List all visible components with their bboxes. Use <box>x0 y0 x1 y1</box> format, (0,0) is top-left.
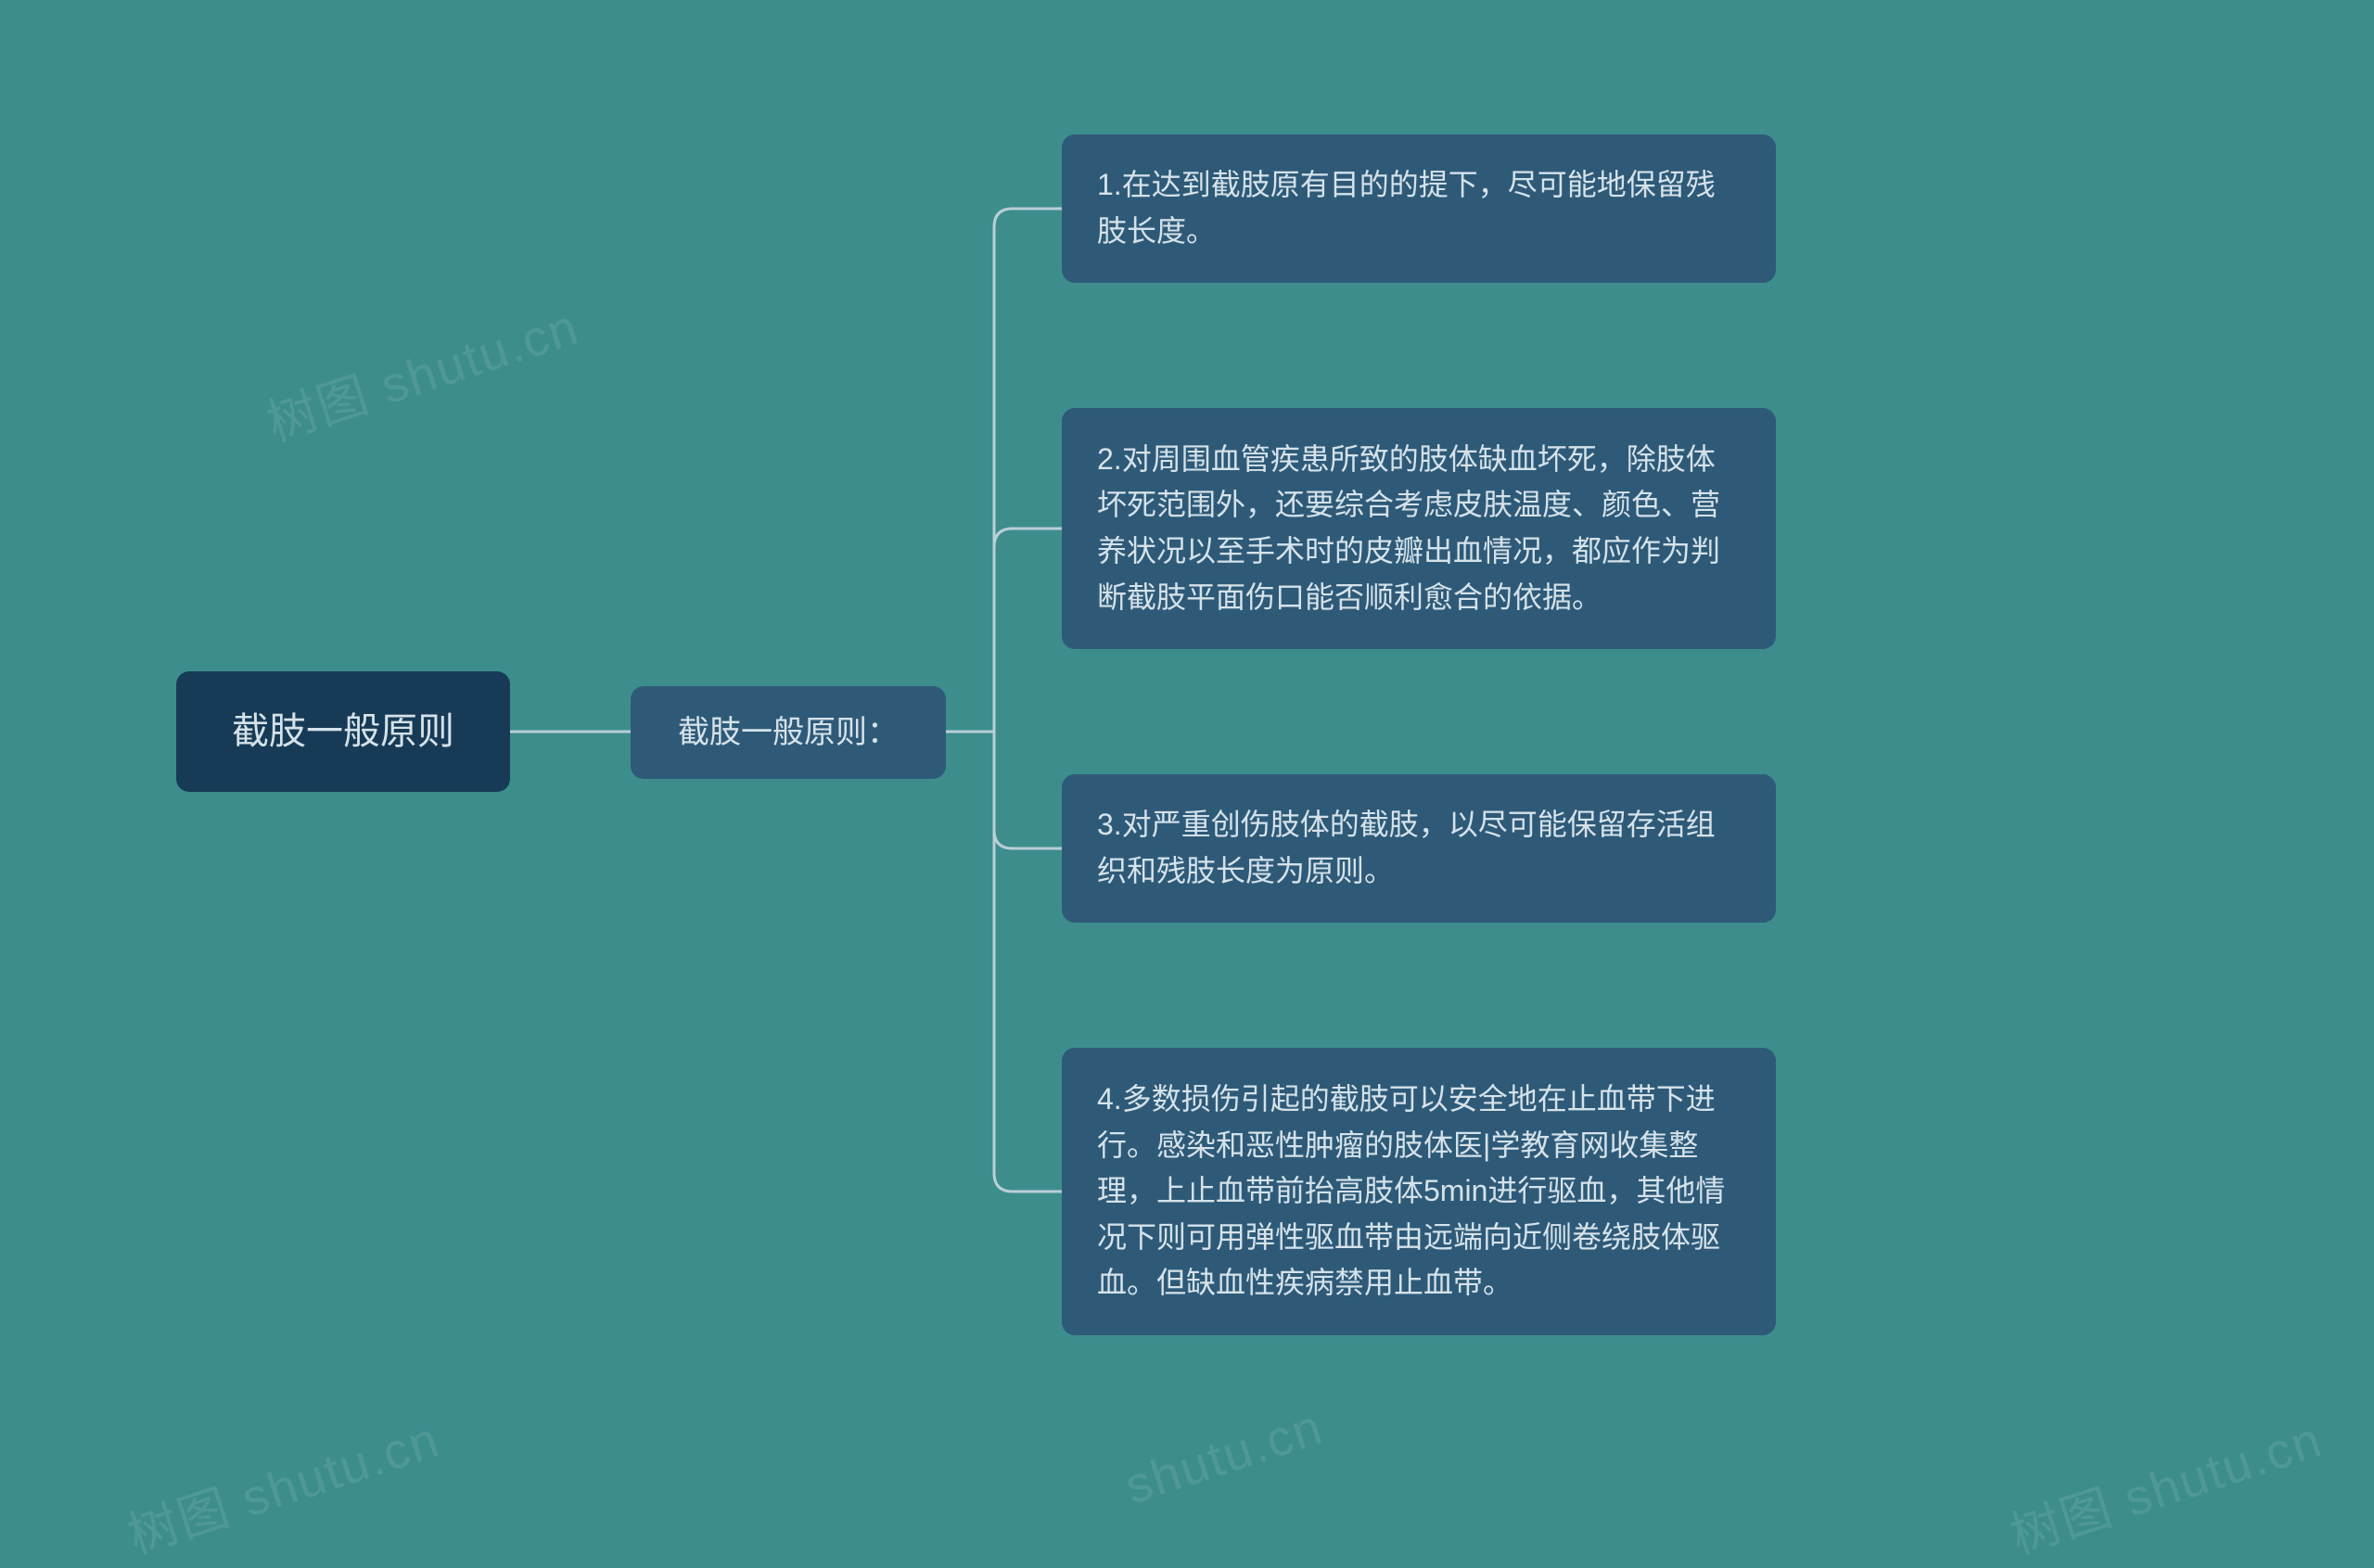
watermark-2: shutu.cn <box>1118 1398 1331 1516</box>
watermark-4: 树图 shutu.cn <box>1999 1398 2329 1568</box>
mid-label: 截肢一般原则： <box>678 708 899 758</box>
edge-mid-leaf-2 <box>946 529 1062 732</box>
edge-mid-leaf-1 <box>946 209 1062 732</box>
leaf-label-3: 3.对严重创伤肢体的截肢，以尽可能保留存活组织和残肢长度为原则。 <box>1097 802 1744 894</box>
root-label: 截肢一般原则 <box>232 703 454 760</box>
watermark-3: 树图 shutu.cn <box>117 1398 447 1568</box>
leaf-node-1[interactable]: 1.在达到截肢原有目的的提下，尽可能地保留残肢长度。 <box>1062 134 1776 283</box>
leaf-node-2[interactable]: 2.对周围血管疾患所致的肢体缺血坏死，除肢体坏死范围外，还要综合考虑皮肤温度、颜… <box>1062 408 1776 649</box>
root-node[interactable]: 截肢一般原则 <box>176 671 510 792</box>
leaf-label-4: 4.多数损伤引起的截肢可以安全地在止血带下进行。感染和恶性肿瘤的肢体医|学教育网… <box>1097 1077 1744 1307</box>
edge-mid-leaf-4 <box>946 732 1062 1192</box>
leaf-label-1: 1.在达到截肢原有目的的提下，尽可能地保留残肢长度。 <box>1097 162 1744 254</box>
mid-node[interactable]: 截肢一般原则： <box>631 686 946 779</box>
leaf-label-2: 2.对周围血管疾患所致的肢体缺血坏死，除肢体坏死范围外，还要综合考虑皮肤温度、颜… <box>1097 437 1744 620</box>
leaf-node-4[interactable]: 4.多数损伤引起的截肢可以安全地在止血带下进行。感染和恶性肿瘤的肢体医|学教育网… <box>1062 1048 1776 1335</box>
watermark-1: 树图 shutu.cn <box>256 286 586 455</box>
mindmap-canvas: 截肢一般原则 截肢一般原则： 1.在达到截肢原有目的的提下，尽可能地保留残肢长度… <box>0 0 2374 1525</box>
leaf-node-3[interactable]: 3.对严重创伤肢体的截肢，以尽可能保留存活组织和残肢长度为原则。 <box>1062 774 1776 923</box>
edge-mid-leaf-3 <box>946 732 1062 848</box>
